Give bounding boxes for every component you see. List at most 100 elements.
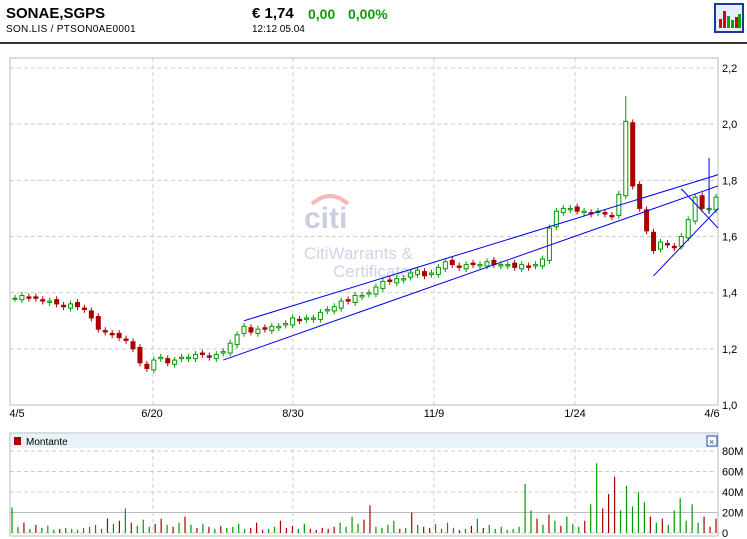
trendline <box>680 188 719 229</box>
price-plot-frame <box>9 57 719 406</box>
candle-body <box>241 325 247 334</box>
candle-body <box>317 311 323 320</box>
candle <box>304 314 310 323</box>
candle-body <box>61 304 67 308</box>
volume-y-tick-label: 40M <box>722 487 743 499</box>
candle-body <box>519 264 525 270</box>
volume-y-tick-label: 60M <box>722 467 743 479</box>
candle-body <box>415 269 421 275</box>
candle <box>220 348 226 357</box>
candle-body <box>602 212 608 215</box>
chart-type-button[interactable] <box>714 3 744 33</box>
candle-body <box>387 279 393 282</box>
candle <box>456 262 462 271</box>
candle-body <box>192 353 198 360</box>
candle-body <box>88 310 94 319</box>
candle <box>227 339 233 357</box>
candle <box>12 294 18 302</box>
candle-body <box>81 307 87 311</box>
candle-body <box>47 300 53 303</box>
candle-body <box>699 195 705 209</box>
candle <box>380 278 386 292</box>
candle <box>68 300 74 312</box>
volume-legend-label: Montante <box>26 437 68 448</box>
close-icon <box>706 435 718 447</box>
candle <box>179 353 185 363</box>
candle <box>192 351 198 363</box>
header-divider <box>0 42 747 44</box>
candle <box>137 344 143 367</box>
x-tick-label: 11/9 <box>424 408 445 420</box>
candle <box>40 296 46 305</box>
candle <box>324 306 330 315</box>
candle <box>387 276 393 285</box>
candle-body <box>137 346 143 364</box>
candle <box>491 257 497 268</box>
candle-body <box>651 231 657 252</box>
candle-body <box>685 219 691 239</box>
trendline <box>243 174 719 322</box>
y-tick-label: 1,8 <box>722 175 737 187</box>
close-panel-button[interactable]: × <box>706 435 718 447</box>
candle <box>109 330 115 339</box>
candle <box>269 322 275 334</box>
candle <box>290 314 296 329</box>
candle <box>449 257 455 268</box>
candle-body <box>186 356 192 360</box>
watermark-line1: CitiWarrants & <box>304 244 414 263</box>
candle <box>664 240 670 249</box>
candle-body <box>102 330 108 333</box>
candle <box>533 261 539 270</box>
candle <box>435 264 441 278</box>
candle <box>276 322 282 332</box>
candle-body <box>304 317 310 320</box>
volume-y-tick-label: 80M <box>722 446 743 458</box>
candle <box>248 324 254 336</box>
candle <box>602 209 608 218</box>
candle-body <box>449 259 455 266</box>
candle-body <box>394 278 400 284</box>
candle-body <box>151 359 157 371</box>
x-tick-label: 8/30 <box>282 408 303 420</box>
candle-body <box>581 210 587 214</box>
candle-body <box>269 325 275 332</box>
candle <box>88 307 94 322</box>
price-change: 0,00 <box>308 6 336 22</box>
candle <box>394 275 400 287</box>
candle <box>470 259 476 268</box>
candle-body <box>345 299 351 302</box>
x-tick-label: 4/5 <box>9 408 24 420</box>
candle <box>81 304 87 313</box>
candle <box>234 331 240 348</box>
candle-body <box>428 272 434 275</box>
candle-body <box>380 280 386 289</box>
candle-body <box>144 363 150 369</box>
x-tick-label: 6/20 <box>141 408 162 420</box>
candle <box>338 297 344 312</box>
candle <box>651 228 657 254</box>
candle <box>505 261 511 270</box>
candle <box>172 356 178 368</box>
candle-body <box>234 334 240 346</box>
legend-swatch <box>14 437 21 445</box>
candle-body <box>310 317 316 320</box>
x-tick-label: 1/24 <box>564 408 585 420</box>
candle <box>47 297 53 306</box>
candle <box>74 299 80 311</box>
candle-body <box>671 245 677 249</box>
candle <box>165 355 171 367</box>
candle <box>95 313 101 333</box>
volume-plot-frame <box>9 432 719 537</box>
candle-body <box>227 342 233 354</box>
candle <box>623 96 629 200</box>
candle-body <box>331 306 337 312</box>
candle <box>116 330 122 341</box>
candle-body <box>255 328 261 334</box>
candle-body <box>338 300 344 309</box>
candle-body <box>262 327 268 330</box>
candle-body <box>408 272 414 278</box>
candle-body <box>512 262 518 268</box>
